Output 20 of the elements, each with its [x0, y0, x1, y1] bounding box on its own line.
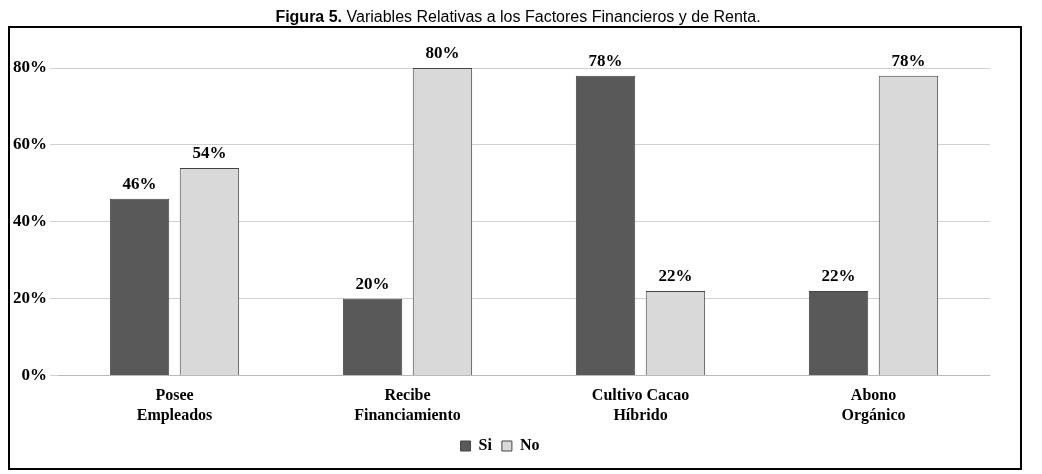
- data-label: 80%: [425, 42, 460, 62]
- x-tick-label: Abono Orgánico: [841, 386, 906, 424]
- legend-label: Si: [478, 436, 493, 454]
- legend-label: No: [519, 436, 540, 454]
- data-label: 46%: [122, 173, 157, 193]
- x-tick-label: Cultivo Cacao Híbrido: [591, 386, 690, 423]
- data-label: 20%: [355, 273, 390, 293]
- chart-title: Figura 5. Variables Relativas a los Factores Financieros y de Renta.: [274, 8, 762, 26]
- data-label: 78%: [891, 50, 926, 70]
- y-tick-label: 40%: [13, 211, 47, 231]
- data-label: 22%: [821, 265, 856, 285]
- data-label: 78%: [588, 50, 623, 70]
- y-tick-label: 0%: [21, 364, 47, 384]
- y-tick-label: 20%: [13, 288, 47, 308]
- y-tick-label: 60%: [13, 134, 47, 154]
- x-tick-label: Recibe Financiamiento: [354, 386, 461, 423]
- data-label: 54%: [192, 142, 227, 162]
- data-label: 22%: [658, 265, 693, 285]
- x-tick-label: Posee Empleados: [136, 386, 213, 424]
- y-tick-label: 80%: [13, 57, 47, 77]
